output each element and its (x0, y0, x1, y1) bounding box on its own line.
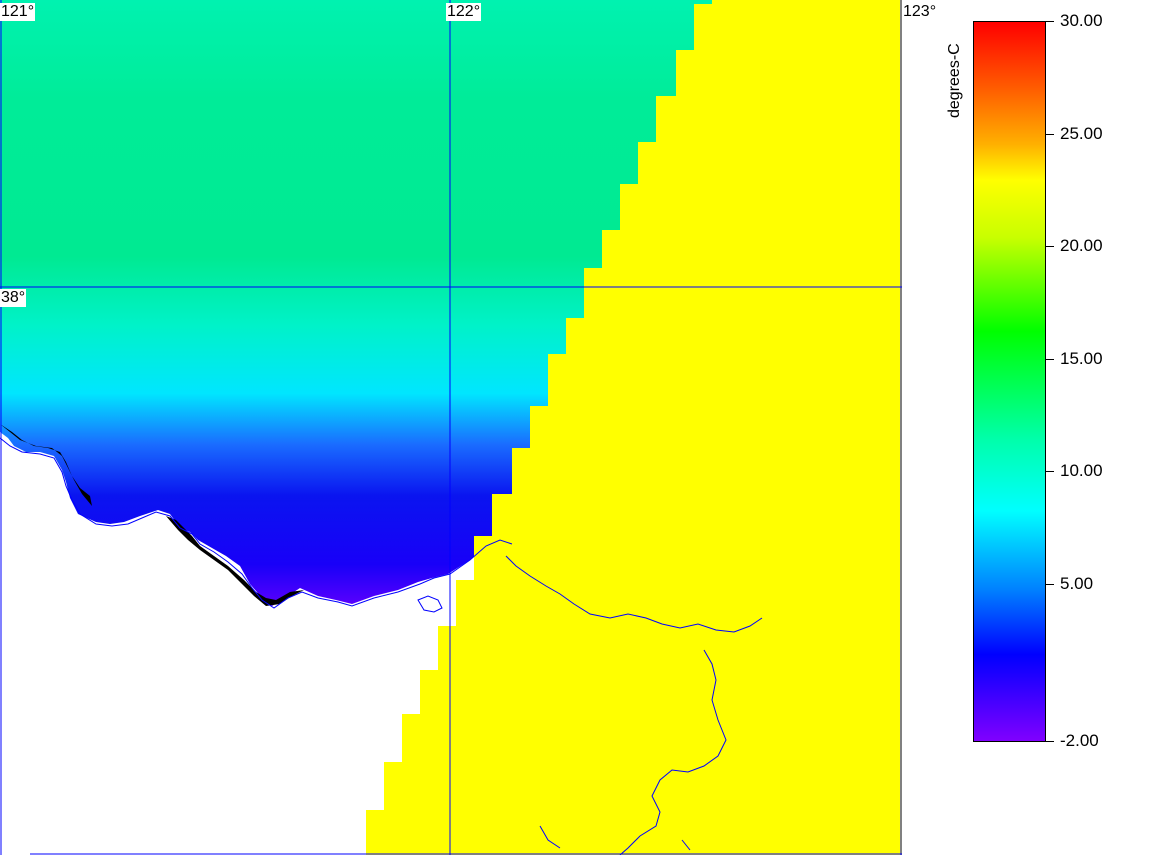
colorbar-tick-label: 15.00 (1060, 349, 1103, 368)
colorbar-tick (1046, 741, 1054, 742)
colorbar-tick (1046, 21, 1054, 22)
lon-label-122: 122° (446, 3, 482, 21)
colorbar-tick (1046, 584, 1054, 585)
no-data-region (366, 0, 902, 855)
lat-label-38: 38° (0, 289, 27, 307)
colorbar-tick (1046, 471, 1054, 472)
colorbar-tick (1046, 246, 1054, 247)
colorbar-unit-label: degrees-C (946, 43, 963, 118)
coastline-island (417, 595, 443, 613)
colorbar-tick-label: 10.00 (1060, 461, 1103, 480)
colorbar-tick (1046, 134, 1054, 135)
lon-label-123: 123° (902, 3, 938, 21)
colorbar-tick-label: 30.00 (1060, 11, 1103, 30)
colorbar-tick-label: 5.00 (1060, 574, 1094, 593)
lon-label-121: 121° (0, 3, 36, 21)
coastline-peninsula (505, 555, 763, 855)
colorbar-tick (1046, 359, 1054, 360)
colorbar-tick-label: 20.00 (1060, 236, 1103, 255)
colorbar-tick-label: -2.00 (1060, 731, 1099, 750)
coastline-north (0, 437, 513, 609)
colorbar (973, 21, 1046, 742)
colorbar-tick-label: 25.00 (1060, 124, 1103, 143)
